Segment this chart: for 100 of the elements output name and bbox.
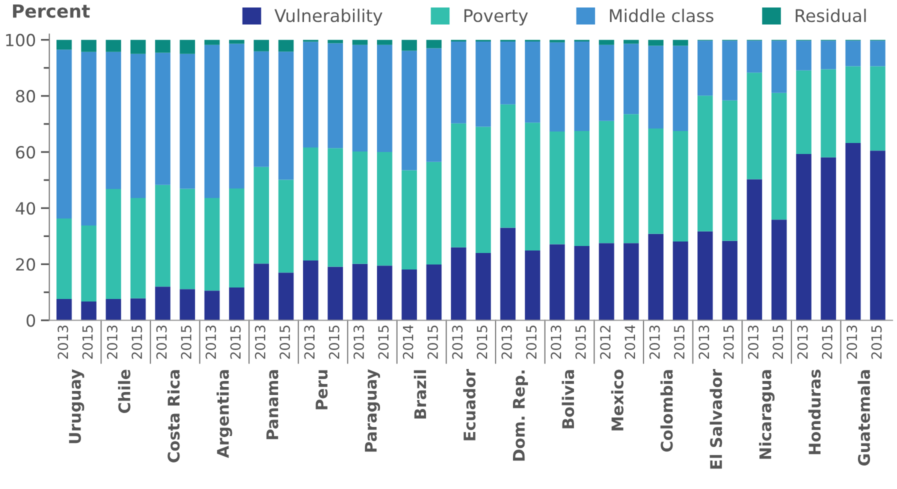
bar: [130, 40, 146, 54]
bar: [624, 114, 639, 244]
bar: [155, 286, 170, 320]
bar: [155, 184, 170, 287]
x-tick-label: 2015: [328, 326, 340, 359]
x-tick-label: 2013: [501, 326, 512, 359]
x-tick-label: 2013: [156, 326, 167, 359]
legend-label: Middle class: [610, 8, 714, 22]
x-tick-label: 2013: [254, 326, 266, 359]
x-tick-label: 2015: [723, 326, 734, 359]
bar: [328, 40, 343, 44]
y-tick-label: 20: [16, 258, 36, 271]
text: Panama: [266, 370, 278, 440]
bar: [624, 44, 639, 114]
text: Costa Rica: [167, 370, 180, 462]
bar: [204, 290, 220, 320]
bar: [402, 40, 417, 51]
bar: [56, 218, 72, 299]
bar: [376, 44, 392, 152]
bar: [771, 92, 787, 220]
bar: [328, 43, 343, 148]
x-tick-label: 2015: [822, 326, 832, 359]
bar: [746, 40, 762, 73]
text: Peru: [316, 370, 328, 410]
bar: [56, 50, 72, 218]
bar: [303, 148, 318, 261]
bar: [254, 40, 270, 52]
bar: [500, 228, 516, 320]
x-tick-label: 2015: [280, 326, 290, 359]
bar: [81, 302, 96, 320]
bar: [598, 44, 614, 121]
text: Colombia: [660, 370, 673, 452]
bar: [402, 170, 417, 270]
bar: [550, 40, 565, 42]
text: Argentina: [216, 370, 232, 458]
text: Uruguay: [69, 369, 84, 444]
x-tick-label: 2013: [797, 326, 808, 359]
bar: [624, 243, 639, 320]
x-tick-label: 2013: [304, 326, 315, 359]
bar: [771, 40, 787, 93]
bar: [106, 52, 122, 190]
bar: [524, 122, 540, 250]
bar: [722, 240, 738, 320]
bar: [278, 180, 294, 273]
bar: [426, 264, 442, 320]
bar: [180, 54, 196, 189]
x-tick-label: 2014: [624, 325, 636, 359]
x-tick-label: 2015: [132, 326, 142, 359]
bar: [698, 40, 713, 96]
text: Ecuador: [463, 368, 476, 440]
x-tick-label: 2015: [526, 326, 537, 359]
x-tick-label: 2015: [575, 326, 586, 359]
x-tick-label: 2012: [600, 326, 611, 359]
bar: [648, 46, 664, 128]
bar: [648, 234, 664, 320]
bar: [672, 241, 688, 320]
bar: [672, 40, 688, 46]
bar: [722, 100, 738, 241]
bar: [229, 44, 244, 188]
x-tick-label: 2015: [378, 326, 389, 359]
x-tick-label: 2013: [354, 326, 364, 359]
bar: [352, 151, 368, 264]
x-tick-label: 2013: [846, 326, 858, 359]
text: Bolivia: [562, 370, 574, 428]
bar: [598, 120, 614, 244]
bar: [550, 132, 565, 244]
bar: [204, 40, 220, 45]
bar: [106, 298, 122, 320]
y-axis-title: Percent: [13, 4, 90, 18]
bar: [426, 162, 442, 264]
bar: [402, 270, 417, 320]
bar: [820, 157, 836, 320]
bar: [771, 220, 787, 320]
legend-label: Poverty: [464, 9, 528, 26]
bar: [376, 266, 392, 320]
bar: [598, 40, 614, 45]
x-tick-label: 2013: [106, 326, 118, 359]
bar: [81, 52, 96, 226]
bar: [180, 188, 196, 290]
bar: [426, 40, 442, 48]
bar: [352, 40, 368, 45]
x-tick-label: 2015: [871, 326, 882, 359]
bar: [352, 264, 368, 320]
bar: [524, 42, 540, 123]
bar: [81, 40, 96, 52]
y-tick-label: 80: [16, 90, 36, 102]
bar: [229, 188, 244, 288]
y-tick-label: 0: [26, 314, 36, 327]
x-tick-label: 2013: [748, 326, 758, 359]
text: Mexico: [611, 370, 624, 430]
x-tick-label: 2015: [427, 326, 438, 359]
bar: [254, 264, 270, 320]
bar: [722, 40, 738, 100]
bar: [278, 272, 294, 320]
bar: [648, 128, 664, 234]
bar: [352, 44, 368, 152]
text: Dom. Rep.: [512, 370, 528, 461]
bar: [845, 66, 861, 144]
bar: [303, 260, 318, 320]
bar: [476, 42, 491, 127]
